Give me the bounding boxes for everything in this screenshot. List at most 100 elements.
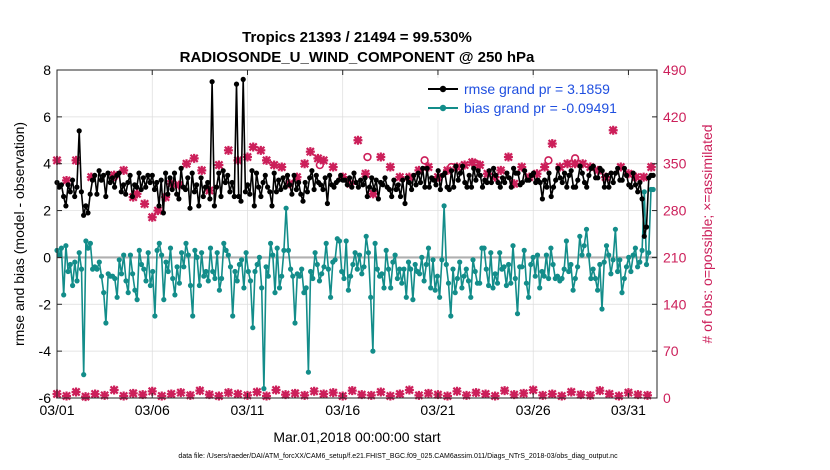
rmse-point-69 <box>207 196 213 202</box>
x-tick-label-3: 03/16 <box>325 402 360 418</box>
rmse-point-116 <box>311 186 317 193</box>
rmse-point-103 <box>282 184 288 190</box>
bias-point-81 <box>234 278 240 284</box>
rmse-point-191 <box>477 172 483 178</box>
rmse-point-19 <box>96 168 102 174</box>
y-axis-left-ticks: -6 -4 -2 0 2 4 6 8 <box>39 62 62 406</box>
bias-point-193 <box>483 266 489 272</box>
obs-assimilated-lower-56 <box>585 390 595 400</box>
bias-point-183 <box>461 273 467 279</box>
rmse-point-202 <box>502 179 508 186</box>
bias-point-35 <box>132 287 138 293</box>
bias-point-147 <box>381 285 387 291</box>
obs-assimilated-upper-11 <box>161 192 171 202</box>
rmse-point-134 <box>351 170 357 176</box>
rmse-point-199 <box>495 179 501 186</box>
bias-point-160 <box>410 297 416 303</box>
bias-point-97 <box>270 252 276 258</box>
bias-point-211 <box>523 280 530 286</box>
rmse-point-95 <box>265 184 271 190</box>
obs-assimilated-upper-25 <box>269 160 279 170</box>
rmse-point-153 <box>393 186 399 193</box>
bias-point-58 <box>183 240 189 246</box>
bias-point-135 <box>354 266 360 272</box>
bias-point-57 <box>181 264 187 270</box>
bias-point-55 <box>176 280 182 286</box>
obs-assimilated-lower-44 <box>471 388 481 398</box>
bias-point-238 <box>583 226 590 232</box>
obs-assimilated-lower-12 <box>166 389 176 399</box>
rmse-point-112 <box>302 179 308 186</box>
bias-point-172 <box>437 294 443 300</box>
bias-point-136 <box>356 252 363 258</box>
rmse-point-73 <box>216 170 222 176</box>
rmse-point-66 <box>200 193 206 200</box>
rmse-point-182 <box>457 170 463 176</box>
data-file-footer: data file: /Users/raeder/DAI/ATM_forcXX/… <box>178 453 618 460</box>
bias-point-188 <box>472 268 478 275</box>
rmse-point-122 <box>324 200 330 207</box>
bias-point-98 <box>272 290 278 296</box>
obs-assimilated-upper-68 <box>608 125 618 135</box>
bias-point-62 <box>192 247 198 253</box>
bias-point-203 <box>506 261 512 268</box>
x-tick-label-0: 03/01 <box>39 402 74 418</box>
bias-point-243 <box>595 287 601 293</box>
bias-point-184 <box>463 266 469 272</box>
obs-assimilated-lower-61 <box>633 390 643 400</box>
obs-assimilated-upper-54 <box>503 152 513 162</box>
rmse-point-155 <box>397 193 404 200</box>
rmse-point-238 <box>581 179 588 186</box>
bias-point-114 <box>308 268 314 275</box>
bias-point-230 <box>566 268 572 275</box>
rmse-point-26 <box>112 184 118 190</box>
bias-point-210 <box>521 247 527 253</box>
rmse-point-75 <box>220 168 226 174</box>
rmse-point-123 <box>327 172 333 178</box>
rmse-point-148 <box>382 175 388 181</box>
rmse-point-17 <box>92 172 98 178</box>
bias-point-53 <box>172 292 178 298</box>
rmse-point-85 <box>242 189 248 195</box>
obs-assimilated-upper-39 <box>376 152 386 162</box>
obs-assimilated-lower-22 <box>262 391 272 401</box>
bias-point-54 <box>174 264 180 270</box>
bias-point-186 <box>468 294 474 300</box>
bias-point-105 <box>288 266 294 272</box>
bias-point-237 <box>581 243 587 249</box>
bias-point-192 <box>481 245 487 251</box>
rmse-point-171 <box>433 182 439 188</box>
rmse-point-54 <box>174 191 180 197</box>
y-left-tick-label-5: 4 <box>43 156 51 172</box>
rmse-point-6 <box>67 189 73 195</box>
rmse-point-235 <box>575 177 581 183</box>
rmse-point-228 <box>559 179 565 186</box>
plot-area <box>57 70 657 398</box>
obs-assimilated-upper-30 <box>305 147 315 157</box>
bias-point-146 <box>379 271 385 277</box>
bias-point-176 <box>445 280 452 286</box>
bias-point-60 <box>187 282 194 289</box>
rmse-point-110 <box>298 191 304 197</box>
bias-point-67 <box>203 268 209 275</box>
rmse-point-51 <box>167 175 173 181</box>
bias-point-245 <box>599 306 605 312</box>
bias-point-87 <box>247 278 254 284</box>
bias-point-28 <box>116 257 122 263</box>
rmse-point-9 <box>74 184 80 190</box>
rmse-point-165 <box>420 165 426 171</box>
obs-assimilated-lower-58 <box>604 389 614 399</box>
bias-point-263 <box>639 247 645 253</box>
obs-assimilated-lower-28 <box>319 389 329 399</box>
bias-point-206 <box>512 275 518 282</box>
rmse-point-67 <box>202 184 209 190</box>
rmse-point-53 <box>171 170 178 176</box>
rmse-point-42 <box>147 179 153 186</box>
obs-assimilated-upper-7 <box>132 189 142 199</box>
bias-point-44 <box>152 313 158 319</box>
rmse-point-206 <box>510 165 517 171</box>
rmse-point-46 <box>156 203 162 209</box>
obs-assimilated-lower-18 <box>223 388 233 398</box>
rmse-point-175 <box>442 170 448 176</box>
rmse-point-185 <box>464 184 470 190</box>
